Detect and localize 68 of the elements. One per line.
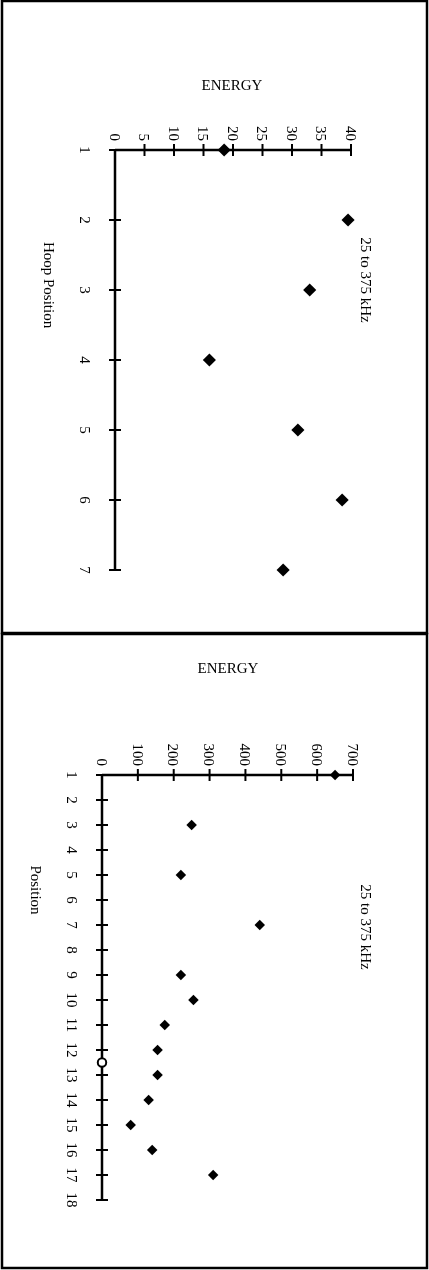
y-tick-label: 3 <box>63 821 80 829</box>
point <box>207 1169 219 1181</box>
x-tick-label: 5 <box>136 133 153 141</box>
x-tick-label: 600 <box>308 743 325 766</box>
x-tick-label: 10 <box>165 126 182 141</box>
y-tick-label: 3 <box>76 286 93 294</box>
y-tick-label: 18 <box>63 1192 80 1208</box>
y-tick-label: 16 <box>63 1142 80 1158</box>
y-tick-label: 17 <box>63 1167 80 1183</box>
y-tick-label: 2 <box>63 796 80 804</box>
x-tick-label: 700 <box>344 743 361 766</box>
y-tick-label: 5 <box>63 871 80 879</box>
point <box>217 143 231 157</box>
x-tick-label: 400 <box>237 743 254 766</box>
point <box>188 994 199 1006</box>
y-tick-label: 11 <box>63 1017 80 1033</box>
x-tick-label: 20 <box>224 126 241 141</box>
y-tick-label: 6 <box>76 496 93 505</box>
y-tick-label: 4 <box>63 846 80 855</box>
x-tick-label: 200 <box>165 743 182 766</box>
x-tick-label: 35 <box>313 126 330 141</box>
y-tick-label: 5 <box>76 426 93 434</box>
point <box>254 919 266 931</box>
y-tick-label: 14 <box>63 1092 80 1108</box>
point <box>152 1044 163 1056</box>
x-tick-label: 25 <box>254 126 271 141</box>
y-tick-label: 13 <box>63 1067 80 1083</box>
point <box>291 423 305 437</box>
x-tick-label: 30 <box>283 126 300 141</box>
point <box>186 819 197 831</box>
y-tick-label: 15 <box>63 1117 80 1133</box>
y-tick-label: 7 <box>76 566 93 575</box>
y-tick-label: 1 <box>63 771 80 779</box>
y-tick-label: 1 <box>76 146 93 154</box>
x-axis-title: ENERGY <box>197 660 259 676</box>
y-tick-label: 10 <box>63 992 80 1008</box>
y-tick-label: 6 <box>63 896 80 905</box>
point <box>175 869 187 881</box>
y-tick-label: 2 <box>76 216 93 224</box>
y-tick-label: 7 <box>63 921 80 930</box>
point <box>152 1069 163 1081</box>
y-tick-label: 8 <box>63 946 80 954</box>
point <box>159 1019 170 1031</box>
y-axis-title: Hoop Position <box>40 241 57 329</box>
y-tick-label: 9 <box>63 971 80 979</box>
x-tick-label: 300 <box>201 743 218 766</box>
y-tick-label: 12 <box>63 1042 80 1058</box>
x-tick-label: 100 <box>129 743 146 766</box>
y-tick-label: 4 <box>76 356 93 365</box>
point <box>175 969 187 981</box>
x-tick-label: 500 <box>273 743 290 766</box>
x-tick-label: 0 <box>93 758 110 766</box>
point <box>146 1144 158 1156</box>
point <box>335 493 349 507</box>
point <box>202 353 216 367</box>
x-tick-label: 0 <box>106 133 123 141</box>
point <box>125 1119 136 1131</box>
y-axis-title: Position <box>27 865 44 916</box>
x-tick-label: 40 <box>342 126 359 141</box>
x-axis-title: ENERGY <box>201 77 263 93</box>
point <box>276 563 290 577</box>
x-tick-label: 15 <box>195 126 212 141</box>
text: 25 to 375 kHz <box>357 884 374 971</box>
point <box>143 1094 154 1106</box>
point <box>96 1057 108 1068</box>
point <box>341 213 355 227</box>
text: 25 to 375 kHz <box>357 237 374 324</box>
point <box>303 283 317 297</box>
